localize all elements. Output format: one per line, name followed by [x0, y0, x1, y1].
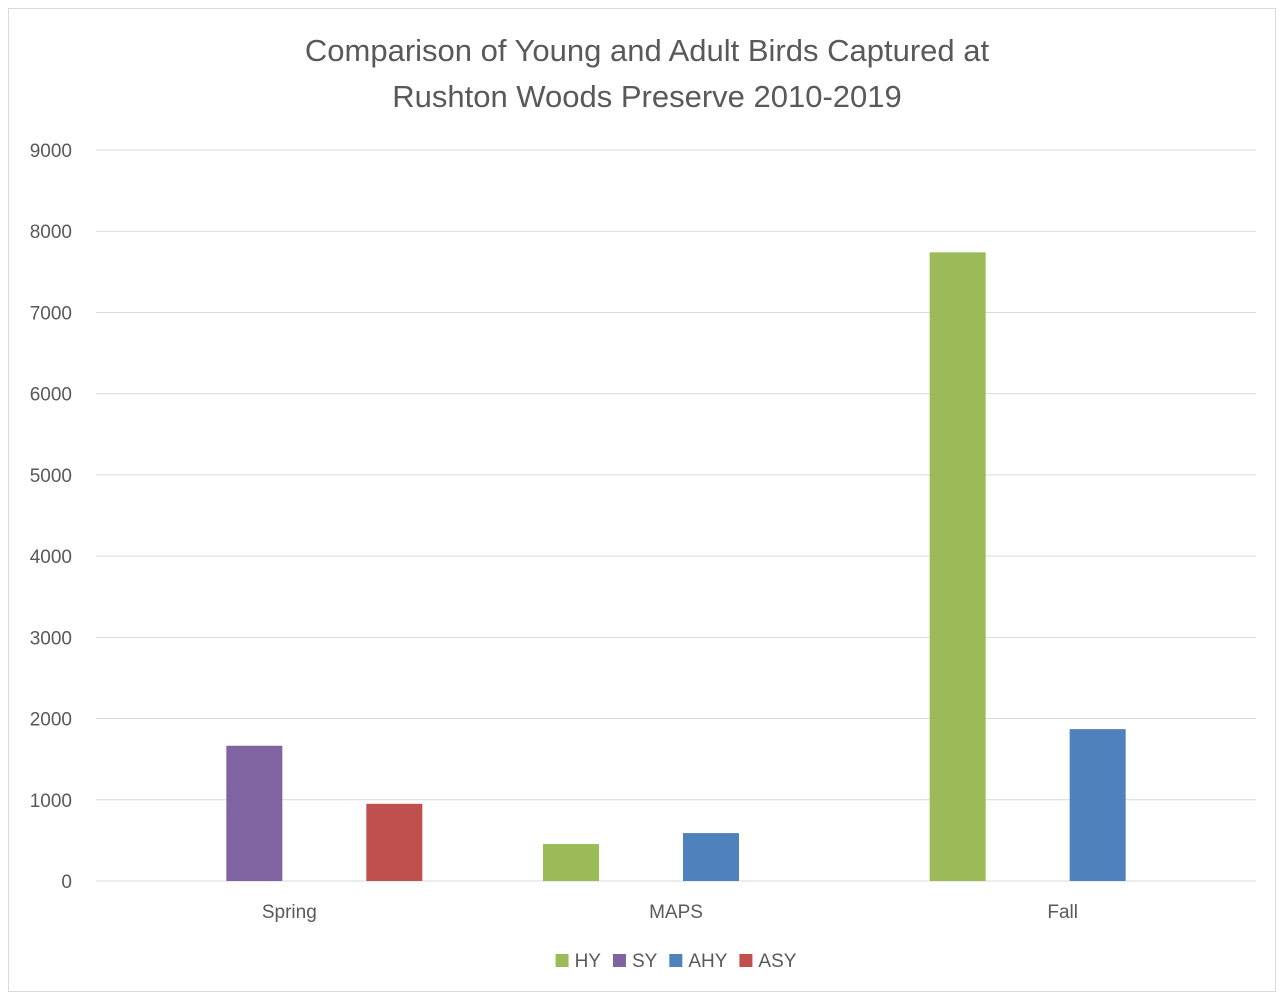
chart-frame	[8, 8, 1276, 992]
x-tick-label: Spring	[262, 902, 317, 923]
legend-swatch-ahy	[669, 954, 683, 967]
bar-asy-spring	[366, 803, 423, 881]
y-axis-tick-labels: 0 1000 2000 3000 4000 5000 6000 7000 8000 9000	[30, 141, 72, 893]
bar-hy-fall	[929, 252, 986, 882]
y-tick-label: 4000	[30, 547, 72, 568]
x-axis-tick-labels: Spring MAPS Fall	[262, 902, 1078, 923]
bars	[226, 252, 1126, 882]
legend-label-ahy: AHY	[688, 951, 727, 972]
y-tick-label: 3000	[30, 628, 72, 649]
legend-swatch-hy	[555, 954, 569, 967]
y-tick-label: 1000	[30, 791, 72, 812]
legend-label-asy: ASY	[758, 951, 796, 972]
y-tick-label: 9000	[30, 141, 72, 162]
legend-label-sy: SY	[632, 951, 658, 972]
gridlines	[96, 149, 1256, 882]
x-tick-label: MAPS	[649, 902, 703, 923]
x-tick-label: Fall	[1047, 902, 1078, 923]
chart-title-line-2: Rushton Woods Preserve 2010-2019	[392, 79, 902, 114]
y-tick-label: 6000	[30, 385, 72, 406]
y-tick-label: 8000	[30, 222, 72, 243]
bar-sy-spring	[226, 745, 283, 881]
legend: HY SY AHY ASY	[555, 951, 797, 972]
bar-ahy-maps	[683, 833, 739, 881]
chart-title: Comparison of Young and Adult Birds Capt…	[305, 33, 990, 114]
legend-label-hy: HY	[575, 951, 602, 972]
legend-swatch-asy	[739, 954, 753, 967]
y-tick-label: 2000	[30, 710, 72, 731]
y-tick-label: 5000	[30, 466, 72, 487]
bar-hy-maps	[543, 844, 599, 881]
y-tick-label: 0	[61, 872, 72, 893]
y-tick-label: 7000	[30, 303, 72, 324]
chart-title-line-1: Comparison of Young and Adult Birds Capt…	[305, 33, 990, 68]
bar-ahy-fall	[1069, 729, 1126, 881]
legend-swatch-sy	[612, 954, 626, 967]
